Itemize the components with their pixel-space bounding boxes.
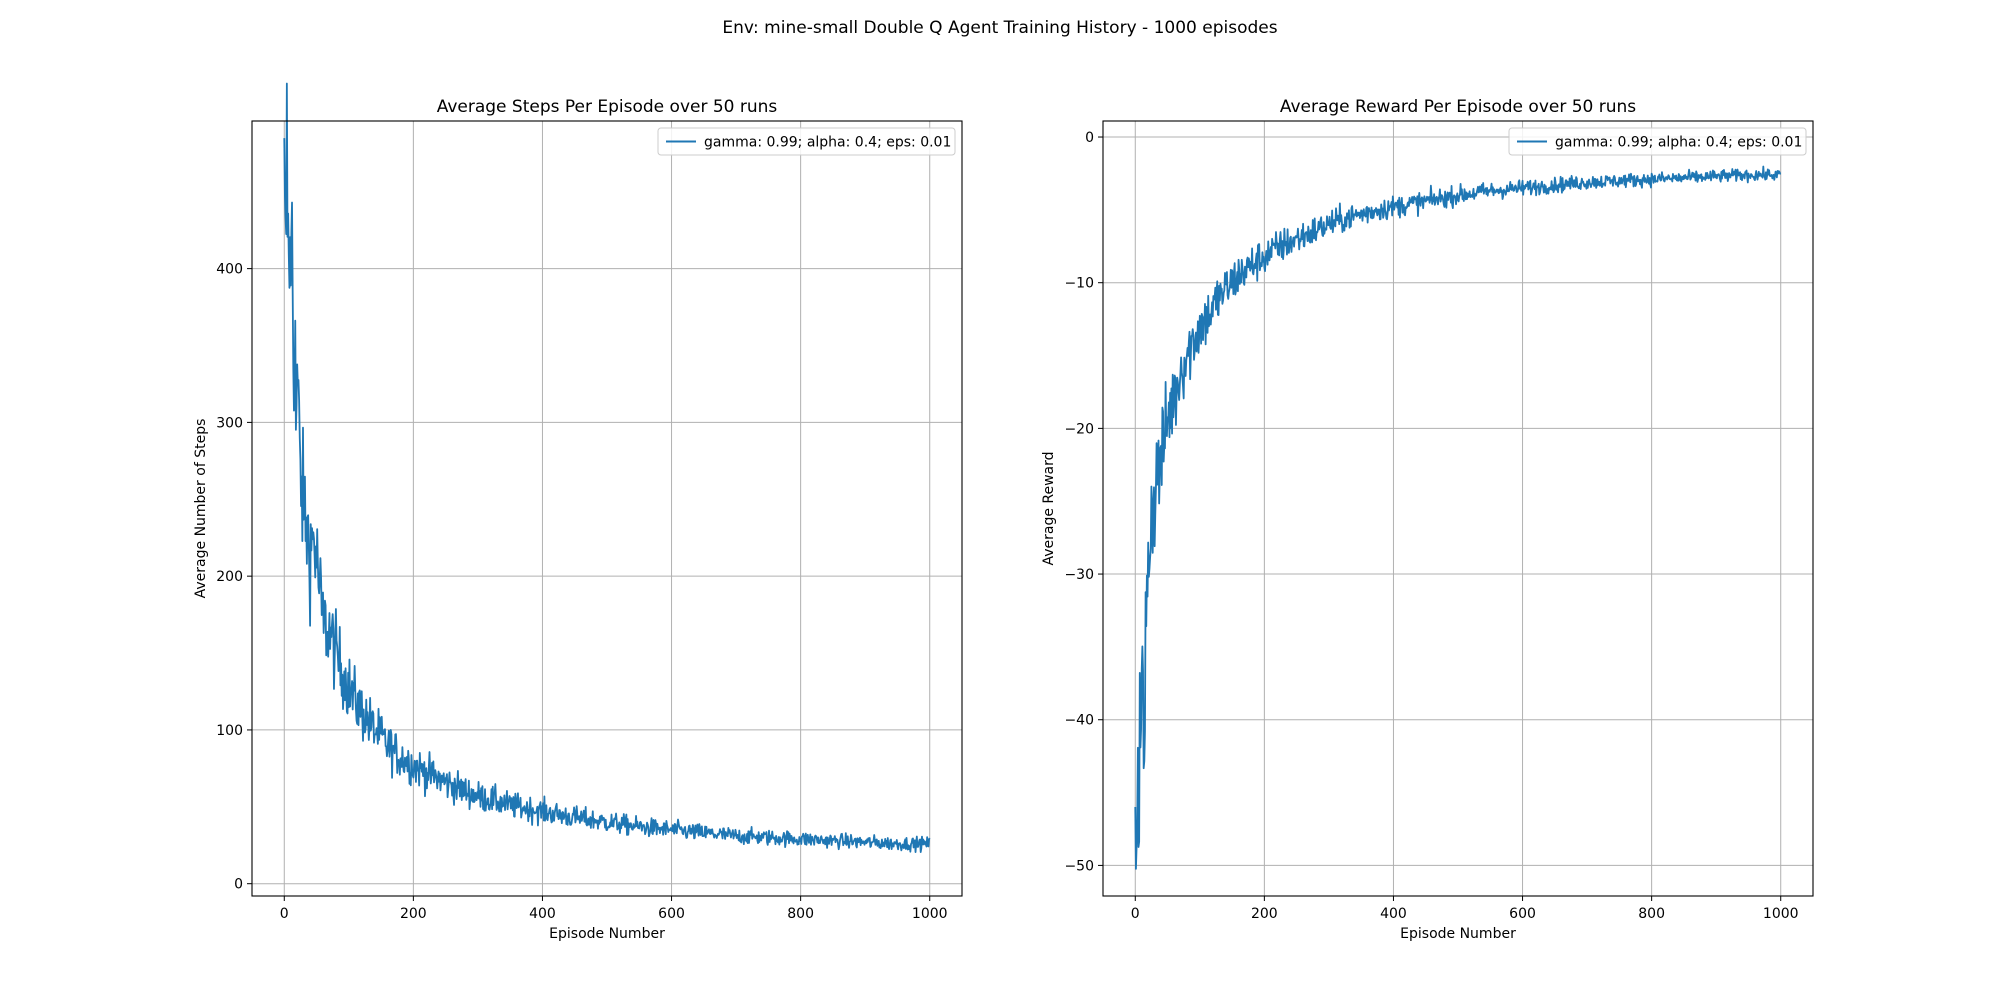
- x-axis-label: Episode Number: [549, 926, 665, 942]
- chart-title: Average Reward Per Episode over 50 runs: [1280, 97, 1636, 117]
- chart-title: Average Steps Per Episode over 50 runs: [437, 97, 778, 117]
- y-tick-label: −10: [1064, 276, 1094, 292]
- x-tick-label: 1000: [1763, 906, 1799, 922]
- x-tick-label: 0: [280, 906, 289, 922]
- legend-box: [657, 127, 956, 156]
- x-tick-label: 800: [1638, 906, 1665, 922]
- x-tick-label: 600: [658, 906, 685, 922]
- y-tick-label: 400: [216, 262, 243, 278]
- x-tick-label: 400: [529, 906, 556, 922]
- x-tick-label: 200: [1251, 906, 1278, 922]
- y-tick-label: −30: [1064, 567, 1094, 583]
- series-line: [1134, 165, 1782, 870]
- y-tick-label: 100: [216, 723, 243, 739]
- y-axis-label: Average Reward: [1041, 451, 1057, 565]
- reward-chart: Average Reward Per Episode over 50 runs 0…: [1041, 97, 1814, 942]
- x-tick-label: 1000: [912, 906, 948, 922]
- steps-chart: Average Steps Per Episode over 50 runs 0 2…: [193, 82, 963, 942]
- y-tick-label: −40: [1064, 713, 1094, 729]
- y-tick-label: 200: [216, 569, 243, 585]
- axes-frame: [251, 120, 963, 897]
- legend-label: gamma: 0.99; alpha: 0.4; eps: 0.01: [704, 135, 951, 151]
- axes-frame: [1102, 120, 1814, 897]
- x-tick-label: 200: [400, 906, 427, 922]
- legend-box: [1508, 127, 1807, 156]
- x-tick-label: 600: [1509, 906, 1536, 922]
- y-tick-label: −20: [1064, 421, 1094, 437]
- y-tick-label: 300: [216, 415, 243, 431]
- figure-suptitle: Env: mine-small Double Q Agent Training …: [722, 18, 1277, 38]
- y-axis-label: Average Number of Steps: [193, 419, 209, 599]
- y-tick-label: −50: [1064, 858, 1094, 874]
- series-line: [283, 82, 931, 853]
- y-tick-label: 0: [234, 877, 243, 893]
- y-tick-label: 0: [1085, 130, 1094, 146]
- x-axis-label: Episode Number: [1400, 926, 1516, 942]
- legend-label: gamma: 0.99; alpha: 0.4; eps: 0.01: [1555, 135, 1802, 151]
- x-tick-label: 800: [787, 906, 814, 922]
- x-tick-label: 400: [1380, 906, 1407, 922]
- x-tick-label: 0: [1131, 906, 1140, 922]
